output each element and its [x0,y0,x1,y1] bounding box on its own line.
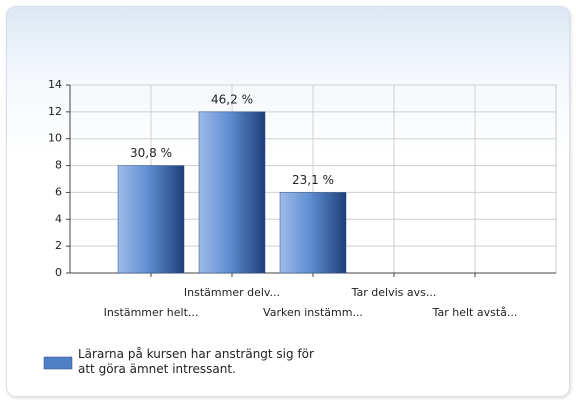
bar [279,192,347,274]
y-tick-label: 0 [55,266,62,279]
x-tick-label: Tar delvis avs... [351,286,437,299]
x-tick-label: Instämmer delv... [184,286,280,299]
y-tick-label: 10 [48,132,62,145]
legend-swatch [43,356,73,370]
y-tick-label: 2 [55,239,62,252]
x-tick-label: Tar helt avstå... [432,306,518,319]
y-tick-label: 4 [55,212,62,225]
data-label: 30,8 % [130,146,172,160]
bar [198,111,266,274]
legend-label: Lärarna på kursen har ansträngt sig för … [78,347,314,376]
bar [117,165,185,274]
x-tick-label: Instämmer helt... [104,306,199,319]
y-tick-label: 6 [55,185,62,198]
x-tick-label: Varken instämm... [263,306,363,319]
y-tick-label: 14 [48,78,62,91]
data-label: 46,2 % [211,92,253,106]
y-tick-label: 8 [55,159,62,172]
y-tick-label: 12 [48,105,62,118]
data-label: 23,1 % [292,173,334,187]
